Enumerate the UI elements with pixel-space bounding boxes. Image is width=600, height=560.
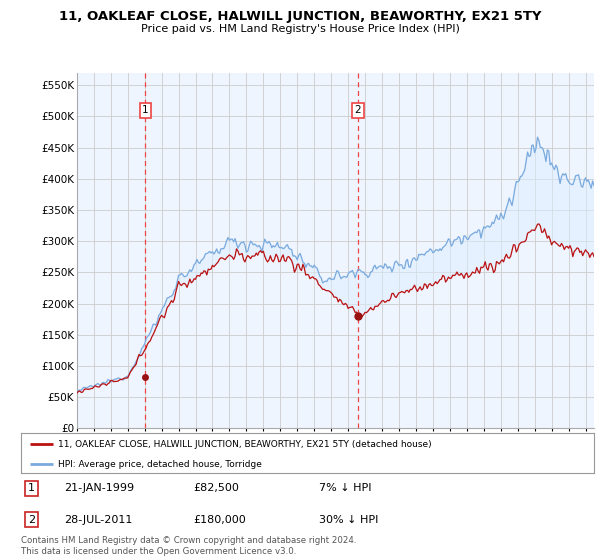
Text: £82,500: £82,500 bbox=[193, 483, 239, 493]
Text: 1: 1 bbox=[142, 105, 149, 115]
Text: Contains HM Land Registry data © Crown copyright and database right 2024.
This d: Contains HM Land Registry data © Crown c… bbox=[21, 536, 356, 556]
Text: 2: 2 bbox=[355, 105, 361, 115]
Text: 7% ↓ HPI: 7% ↓ HPI bbox=[319, 483, 371, 493]
Text: HPI: Average price, detached house, Torridge: HPI: Average price, detached house, Torr… bbox=[58, 460, 262, 469]
Text: 28-JUL-2011: 28-JUL-2011 bbox=[64, 515, 133, 525]
Text: 2: 2 bbox=[28, 515, 35, 525]
Text: 21-JAN-1999: 21-JAN-1999 bbox=[64, 483, 134, 493]
Text: 11, OAKLEAF CLOSE, HALWILL JUNCTION, BEAWORTHY, EX21 5TY (detached house): 11, OAKLEAF CLOSE, HALWILL JUNCTION, BEA… bbox=[58, 440, 432, 449]
Text: 11, OAKLEAF CLOSE, HALWILL JUNCTION, BEAWORTHY, EX21 5TY: 11, OAKLEAF CLOSE, HALWILL JUNCTION, BEA… bbox=[59, 10, 541, 23]
Text: 30% ↓ HPI: 30% ↓ HPI bbox=[319, 515, 379, 525]
Text: £180,000: £180,000 bbox=[193, 515, 245, 525]
Text: 1: 1 bbox=[28, 483, 35, 493]
Text: Price paid vs. HM Land Registry's House Price Index (HPI): Price paid vs. HM Land Registry's House … bbox=[140, 24, 460, 34]
